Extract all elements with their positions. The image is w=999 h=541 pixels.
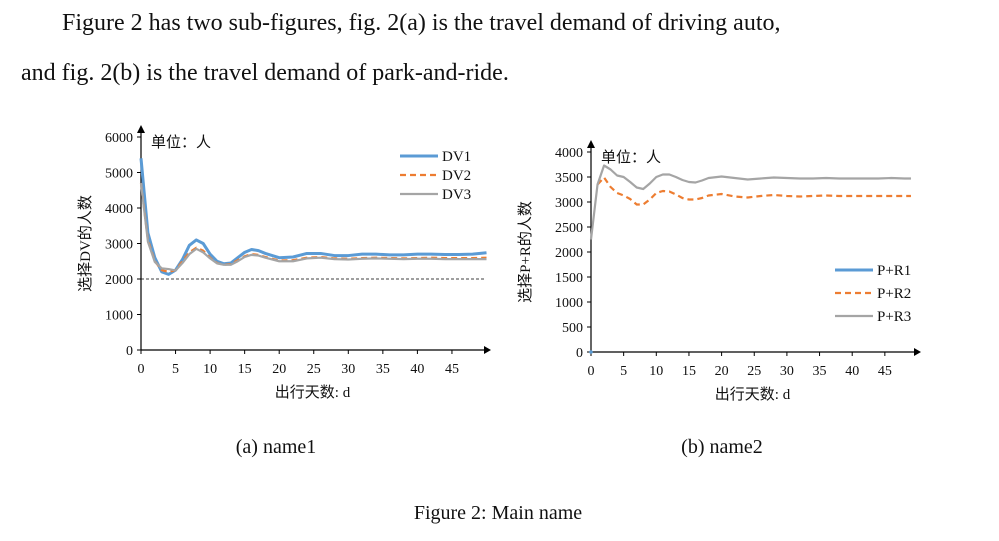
- unit-label: 单位：人: [601, 149, 661, 166]
- x-tick-label: 25: [747, 364, 761, 379]
- x-tick-label: 35: [376, 362, 390, 377]
- subcaption-a: (a) name1: [235, 436, 317, 458]
- x-axis-label: 出行天数: d: [715, 386, 791, 403]
- y-tick-label: 2500: [555, 221, 583, 236]
- x-tick-label: 15: [238, 362, 252, 377]
- x-axis-label: 出行天数: d: [275, 384, 351, 401]
- series-line-p-r3: [589, 164, 911, 240]
- x-tick-label: 0: [138, 362, 145, 377]
- y-axis-label: 选择P+R的人数: [517, 201, 534, 303]
- y-tick-label: 0: [126, 344, 133, 359]
- x-axis-arrow: [914, 348, 921, 356]
- y-axis-label: 选择DV的人数: [77, 195, 94, 292]
- x-tick-label: 10: [649, 364, 663, 379]
- y-tick-label: 2000: [555, 246, 583, 261]
- x-tick-label: 45: [445, 362, 459, 377]
- y-tick-label: 3000: [105, 238, 133, 253]
- legend-label: P+R2: [877, 286, 911, 302]
- x-tick-label: 10: [203, 362, 217, 377]
- x-tick-label: 40: [410, 362, 424, 377]
- paragraph-line-2: and fig. 2(b) is the travel demand of pa…: [21, 60, 509, 86]
- y-tick-label: 0: [576, 346, 583, 361]
- x-tick-label: 45: [878, 364, 892, 379]
- y-tick-label: 2000: [105, 273, 133, 288]
- y-axis-arrow: [587, 140, 595, 148]
- x-axis-arrow: [484, 346, 491, 354]
- y-tick-label: 4000: [105, 202, 133, 217]
- subcaption-b: (b) name2: [681, 436, 763, 458]
- y-tick-label: 3000: [555, 196, 583, 211]
- legend-label: DV3: [442, 187, 471, 203]
- x-tick-label: 0: [588, 364, 595, 379]
- y-tick-label: 1500: [555, 271, 583, 286]
- y-tick-label: 5000: [105, 167, 133, 182]
- x-tick-label: 25: [307, 362, 321, 377]
- x-tick-label: 30: [341, 362, 355, 377]
- x-tick-label: 5: [172, 362, 179, 377]
- x-tick-label: 15: [682, 364, 696, 379]
- unit-label: 单位：人: [151, 134, 211, 151]
- x-tick-label: 40: [845, 364, 859, 379]
- x-tick-label: 30: [780, 364, 794, 379]
- y-tick-label: 500: [562, 321, 583, 336]
- legend-label: DV1: [442, 149, 471, 165]
- legend-label: P+R3: [877, 309, 911, 325]
- figure-caption: Figure 2: Main name: [413, 502, 583, 524]
- x-tick-label: 20: [272, 362, 286, 377]
- y-axis-arrow: [137, 125, 145, 133]
- paragraph-line-1: Figure 2 has two sub-figures, fig. 2(a) …: [62, 10, 781, 36]
- x-tick-label: 5: [620, 364, 627, 379]
- legend-label: P+R1: [877, 263, 911, 279]
- y-tick-label: 4000: [555, 146, 583, 161]
- data-point: [589, 350, 593, 354]
- x-tick-label: 35: [813, 364, 827, 379]
- y-tick-label: 1000: [105, 309, 133, 324]
- x-tick-label: 20: [715, 364, 729, 379]
- legend-label: DV2: [442, 168, 471, 184]
- series-line-p-r2: [596, 176, 911, 206]
- y-tick-label: 6000: [105, 131, 133, 146]
- y-tick-label: 1000: [555, 296, 583, 311]
- y-tick-label: 3500: [555, 171, 583, 186]
